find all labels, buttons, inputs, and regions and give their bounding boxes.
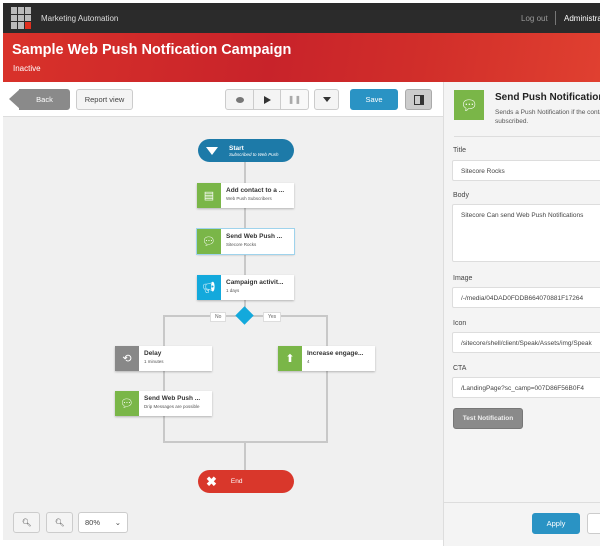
image-label: Image — [453, 275, 473, 282]
zoom-out-button[interactable]: 🔍︎ — [46, 512, 73, 533]
increase-engagement-node[interactable]: ⬆ Increase engage... 4 — [278, 346, 375, 371]
preview-eye-button[interactable] — [225, 89, 254, 110]
decision-diamond-icon[interactable] — [235, 306, 254, 325]
panel-icon — [413, 94, 424, 105]
zoom-select[interactable]: 80% ⌄ — [78, 512, 128, 533]
chat-bubble-icon: 💬︎ — [197, 229, 221, 254]
start-node[interactable]: Start Subscribed to Web Push — [198, 139, 294, 162]
megaphone-icon: 📢︎ — [197, 275, 221, 300]
user-menu[interactable]: Administrator — [564, 14, 600, 23]
close-x-icon: ✖ — [206, 473, 217, 489]
end-node[interactable]: ✖ End — [198, 470, 294, 493]
divider — [444, 502, 600, 503]
zoom-out-icon: 🔍︎ — [54, 518, 65, 527]
chat-bubble-icon: 💬︎ — [115, 391, 139, 416]
arrow-up-icon: ⬆ — [278, 346, 302, 371]
image-input[interactable]: /-/media/04DAD0FDDB664070881F17264 — [452, 287, 600, 308]
save-button[interactable]: Save — [350, 89, 398, 110]
divider — [555, 11, 556, 25]
clock-icon: ⟲ — [115, 346, 139, 371]
node-title: Increase engage... — [307, 350, 364, 357]
page-header: Sample Web Push Notfication Campaign Ina… — [3, 33, 600, 82]
page-title: Sample Web Push Notfication Campaign — [12, 42, 292, 58]
back-button[interactable]: Back — [9, 89, 70, 110]
node-title: Send Web Push ... — [144, 395, 201, 402]
zoom-value: 80% — [85, 518, 101, 527]
send-web-push-node-2[interactable]: 💬︎ Send Web Push ... Drip Messages are pos… — [115, 391, 212, 416]
connector — [163, 315, 165, 442]
zoom-in-icon: 🔍︎ — [21, 518, 32, 527]
connector — [326, 315, 328, 442]
body-label: Body — [453, 192, 469, 199]
node-subtitle: 1 minutes — [144, 359, 164, 364]
title-input[interactable]: Sitecore Rocks — [452, 160, 600, 181]
end-title: End — [230, 478, 243, 485]
node-title: Add contact to a ... — [226, 187, 285, 194]
node-subtitle: 4 — [307, 359, 310, 364]
apply-button[interactable]: Apply — [532, 513, 580, 534]
cta-label: CTA — [453, 365, 467, 372]
branch-no-label: No — [210, 312, 227, 322]
icon-input[interactable]: /sitecore/shell/client/Speak/Assets/img/… — [452, 332, 600, 353]
body-textarea[interactable]: Sitecore Can send Web Push Notifications — [452, 204, 600, 262]
back-arrow-icon — [9, 89, 20, 109]
node-title: Campaign activit... — [226, 279, 284, 286]
send-web-push-node[interactable]: 💬︎ Send Web Push ... Sitecore Rocks — [196, 228, 295, 255]
app-logo-icon[interactable] — [11, 7, 33, 29]
divider — [454, 136, 600, 137]
node-subtitle: 1 days — [226, 288, 240, 293]
back-label: Back — [36, 95, 53, 104]
icon-label: Icon — [453, 320, 467, 327]
panel-description: Sends a Push Notification if the contact… — [495, 109, 600, 125]
caret-down-icon — [322, 97, 331, 102]
status-label: Inactive — [13, 64, 41, 73]
cta-input[interactable]: /LandingPage?sc_camp=007D86F56B0F4 — [452, 377, 600, 398]
panel-title: Send Push Notification — [495, 92, 600, 103]
chat-bubble-icon: 💬︎ — [454, 90, 484, 120]
node-title: Send Web Push ... — [226, 233, 283, 240]
start-title: Start — [229, 144, 244, 152]
activate-button[interactable] — [253, 89, 281, 110]
delay-node[interactable]: ⟲ Delay 1 minutes — [115, 346, 212, 371]
toolbar: Back Report view ❚❚ Save — [3, 82, 443, 117]
flow-canvas[interactable]: Start Subscribed to Web Push ▤ Add contact… — [3, 117, 443, 540]
node-title: Delay — [144, 350, 162, 357]
chevron-down-icon: ⌄ — [114, 518, 121, 527]
report-view-button[interactable]: Report view — [76, 89, 133, 110]
properties-panel: 💬︎ Send Push Notification Sends a Push N… — [443, 82, 600, 546]
branch-yes-label: Yes — [263, 312, 282, 322]
top-bar: Marketing Automation Log out Administrat… — [3, 3, 600, 33]
pause-icon: ❚❚ — [287, 95, 302, 104]
more-dropdown-button[interactable] — [314, 89, 339, 110]
add-contact-node[interactable]: ▤ Add contact to a ... Web Push Subscriber… — [197, 183, 294, 208]
toggle-panel-button[interactable] — [405, 89, 432, 110]
start-subtitle: Subscribed to Web Push — [229, 151, 279, 157]
play-icon — [263, 95, 271, 104]
zoom-in-button[interactable]: 🔍︎ — [13, 512, 40, 533]
list-icon: ▤ — [197, 183, 221, 208]
node-subtitle: Web Push Subscribers — [226, 196, 272, 201]
connector — [244, 441, 246, 471]
cancel-button[interactable] — [587, 513, 600, 534]
campaign-activity-node[interactable]: 📢︎ Campaign activit... 1 days — [197, 275, 294, 300]
node-subtitle: Sitecore Rocks — [226, 242, 257, 247]
app-name: Marketing Automation — [41, 14, 119, 23]
title-label: Title — [453, 147, 466, 154]
funnel-icon — [206, 146, 218, 155]
eye-icon — [235, 96, 244, 103]
node-subtitle: Drip Messages are possible — [144, 404, 200, 409]
logout-link[interactable]: Log out — [521, 14, 548, 23]
test-notification-button[interactable]: Test Notification — [453, 408, 523, 429]
pause-button[interactable]: ❚❚ — [280, 89, 309, 110]
